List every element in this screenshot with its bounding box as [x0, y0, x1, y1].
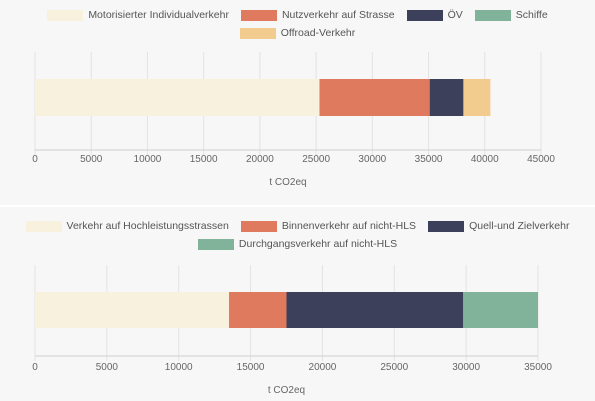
- legend-label: Schiffe: [515, 9, 548, 21]
- x-tick-label: 10000: [134, 154, 162, 165]
- chart-2-legend: Verkehr auf Hochleistungsstrassen Binnenv…: [0, 217, 595, 253]
- x-tick-labels: 0 5000 10000 15000 20000 25000 30000 35000: [32, 362, 552, 373]
- legend-label: ÖV: [447, 9, 463, 21]
- bar-segment[interactable]: [35, 292, 230, 328]
- x-tick-label: 35000: [524, 362, 552, 373]
- legend-swatch: [239, 27, 276, 39]
- legend-label: Durchgangsverkehr auf nicht-HLS: [238, 238, 398, 250]
- legend-label: Verkehr auf Hochleistungsstrassen: [66, 220, 229, 232]
- x-tick-label: 30000: [452, 362, 480, 373]
- legend-swatch: [240, 9, 277, 21]
- x-tick-label: 20000: [309, 362, 337, 373]
- legend-swatch: [197, 238, 234, 250]
- bar-stack: [35, 292, 538, 328]
- legend-swatch: [25, 220, 62, 232]
- legend-item[interactable]: Nutzverkehr auf Strasse: [240, 6, 395, 24]
- x-tick-label: 30000: [358, 154, 386, 165]
- x-tick-label: 40000: [471, 154, 499, 165]
- legend-swatch: [428, 220, 465, 232]
- legend-item[interactable]: Durchgangsverkehr auf nicht-HLS: [197, 235, 398, 253]
- legend-item[interactable]: ÖV: [406, 6, 463, 24]
- legend-swatch: [406, 9, 443, 21]
- x-tick-labels: 0 5000 10000 15000 20000 25000 30000 35000 40000…: [32, 154, 555, 165]
- bar-segment[interactable]: [463, 79, 491, 116]
- x-tick-label: 45000: [527, 154, 555, 165]
- x-tick-label: 10000: [165, 362, 193, 373]
- chart-1: Motorisierter Individualverkehr Nutzverke…: [0, 6, 595, 188]
- x-tick-label: 35000: [415, 154, 443, 165]
- legend-label: Motorisierter Individualverkehr: [88, 9, 229, 21]
- legend-label: Quell-und Zielverkehr: [469, 220, 570, 232]
- bar-segment[interactable]: [319, 79, 430, 116]
- legend-item[interactable]: Schiffe: [474, 6, 548, 24]
- x-tick-label: 20000: [246, 154, 274, 165]
- x-axis-title: t CO2eq: [268, 385, 305, 396]
- legend-label: Binnenverkehr auf nicht-HLS: [281, 220, 417, 232]
- legend-swatch: [47, 9, 84, 21]
- legend-label: Nutzverkehr auf Strasse: [281, 9, 395, 21]
- chart-2: Verkehr auf Hochleistungsstrassen Binnenv…: [0, 207, 595, 401]
- x-tick-label: 25000: [302, 154, 330, 165]
- x-tick-label: 15000: [190, 154, 218, 165]
- legend-swatch: [240, 220, 277, 232]
- bar-segment[interactable]: [463, 292, 538, 328]
- legend-swatch: [474, 9, 511, 21]
- x-tick-label: 5000: [80, 154, 103, 165]
- legend-item[interactable]: Quell-und Zielverkehr: [428, 217, 569, 235]
- chart-1-plot: 0 5000 10000 15000 20000 25000 30000 35000 40000…: [32, 52, 555, 188]
- x-tick-label: 25000: [380, 362, 408, 373]
- bar-stack: [35, 79, 491, 116]
- x-tick-label: 15000: [237, 362, 265, 373]
- legend-item[interactable]: Verkehr auf Hochleistungsstrassen: [25, 217, 229, 235]
- bar-segment[interactable]: [429, 79, 464, 116]
- chart-2-plot: 0 5000 10000 15000 20000 25000 30000 35000 t CO2…: [32, 265, 552, 396]
- legend-item[interactable]: Binnenverkehr auf nicht-HLS: [240, 217, 417, 235]
- chart-1-legend: Motorisierter Individualverkehr Nutzverke…: [0, 6, 595, 42]
- x-axis-title: t CO2eq: [269, 177, 306, 188]
- x-tick-label: 0: [32, 154, 38, 165]
- legend-item[interactable]: Motorisierter Individualverkehr: [47, 6, 229, 24]
- bar-segment[interactable]: [35, 79, 320, 116]
- legend-label: Offroad-Verkehr: [280, 27, 356, 39]
- x-tick-label: 5000: [96, 362, 119, 373]
- bar-segment[interactable]: [229, 292, 287, 328]
- legend-item[interactable]: Offroad-Verkehr: [239, 24, 356, 42]
- bar-segment[interactable]: [286, 292, 464, 328]
- x-tick-label: 0: [32, 362, 38, 373]
